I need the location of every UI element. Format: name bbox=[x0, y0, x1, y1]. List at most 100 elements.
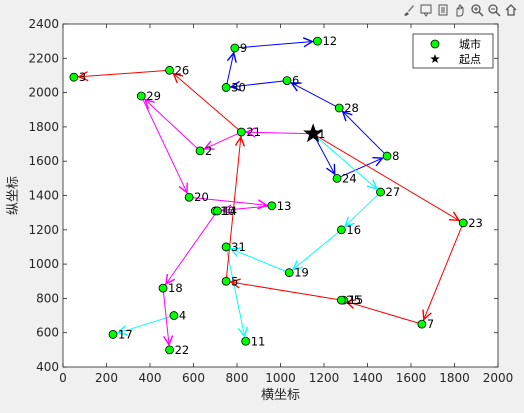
city-marker bbox=[213, 206, 222, 216]
legend-start-marker bbox=[430, 54, 440, 64]
y-tick-label: 1600 bbox=[28, 154, 59, 168]
x-tick-label: 0 bbox=[59, 371, 67, 385]
city-label: 28 bbox=[344, 101, 359, 115]
route-arrowhead bbox=[178, 182, 188, 195]
y-tick-label: 2000 bbox=[28, 86, 59, 100]
datatip-icon[interactable] bbox=[418, 2, 433, 17]
route-line bbox=[312, 133, 381, 193]
route-arrowhead bbox=[343, 216, 355, 228]
zoom-in-icon[interactable] bbox=[469, 2, 484, 17]
zoom-out-icon[interactable] bbox=[486, 2, 501, 17]
y-tick-label: 2400 bbox=[28, 17, 59, 31]
city-marker bbox=[158, 283, 168, 293]
city-marker bbox=[332, 173, 342, 183]
city-label: 17 bbox=[118, 327, 133, 341]
route-line bbox=[217, 205, 272, 212]
city-marker bbox=[69, 72, 79, 82]
city-marker bbox=[165, 345, 174, 355]
route-arrowhead bbox=[172, 72, 184, 84]
city-label: 9 bbox=[240, 41, 247, 55]
y-tick-label: 2200 bbox=[28, 51, 59, 65]
x-tick-label: 1200 bbox=[309, 371, 340, 385]
route-line bbox=[234, 40, 318, 49]
route-line bbox=[226, 280, 342, 301]
route-arrowhead bbox=[244, 127, 256, 138]
city-marker bbox=[184, 192, 194, 202]
x-tick-label: 800 bbox=[226, 371, 249, 385]
city-label: 22 bbox=[175, 343, 190, 357]
city-marker bbox=[282, 76, 292, 85]
route-segment bbox=[162, 210, 218, 289]
y-tick-label: 600 bbox=[36, 326, 59, 340]
y-tick-label: 1000 bbox=[28, 257, 59, 271]
pan-icon[interactable] bbox=[452, 2, 467, 17]
route-segment bbox=[73, 69, 170, 82]
city-marker bbox=[236, 127, 246, 137]
city-label: 13 bbox=[277, 199, 292, 213]
city-label: 31 bbox=[231, 240, 246, 254]
route-line bbox=[336, 155, 388, 179]
city-marker bbox=[221, 83, 231, 92]
export-icon[interactable] bbox=[435, 2, 450, 17]
route-segment bbox=[112, 315, 175, 336]
city-label: 5 bbox=[231, 274, 238, 288]
route-line bbox=[225, 47, 236, 88]
route-line bbox=[226, 80, 288, 88]
city-label: 15 bbox=[349, 293, 364, 307]
route-arrowhead bbox=[341, 110, 353, 122]
city-marker bbox=[284, 268, 294, 278]
brush-icon[interactable] bbox=[401, 2, 416, 17]
route-segment bbox=[288, 229, 342, 274]
route-line bbox=[341, 299, 423, 325]
x-axis-title: 横坐标 bbox=[261, 388, 300, 403]
city-label: 4 bbox=[179, 309, 186, 323]
plot-area bbox=[63, 24, 498, 367]
x-tick-label: 1000 bbox=[265, 371, 296, 385]
route-arrowhead bbox=[143, 98, 155, 110]
city-label: 23 bbox=[468, 216, 483, 230]
route-arrowhead bbox=[290, 82, 302, 92]
figure-toolbar bbox=[401, 2, 518, 17]
city-marker bbox=[382, 151, 392, 161]
route-arrowhead bbox=[234, 135, 246, 147]
route-arrowhead bbox=[229, 247, 241, 257]
route-line bbox=[73, 69, 170, 78]
route-segment bbox=[140, 95, 190, 198]
route-arrowhead bbox=[220, 204, 233, 215]
city-marker bbox=[230, 43, 240, 53]
legend: 城市 起点 bbox=[412, 33, 494, 69]
route-segment bbox=[225, 246, 248, 342]
route-line bbox=[341, 191, 381, 231]
route-line bbox=[312, 133, 464, 224]
route-segments bbox=[73, 37, 464, 350]
city-marker bbox=[334, 103, 344, 113]
route-segment bbox=[189, 196, 272, 210]
city-label: 8 bbox=[392, 149, 399, 163]
city-marker bbox=[241, 336, 251, 346]
route-segment bbox=[225, 246, 290, 274]
route-line bbox=[199, 131, 242, 152]
route-arrowhead bbox=[237, 326, 248, 338]
x-tick-label: 1800 bbox=[439, 371, 470, 385]
city-marker bbox=[417, 319, 427, 329]
route-arrowhead bbox=[257, 199, 269, 210]
city-label: 6 bbox=[292, 74, 299, 88]
city-marker bbox=[165, 65, 174, 75]
city-label: 10 bbox=[220, 204, 235, 218]
route-segment bbox=[341, 191, 381, 231]
route-line bbox=[241, 131, 314, 135]
route-arrowhead bbox=[302, 37, 315, 48]
city-label: 1 bbox=[318, 127, 325, 141]
x-tick-label: 2000 bbox=[483, 371, 514, 385]
home-icon[interactable] bbox=[503, 2, 518, 17]
route-line bbox=[162, 210, 218, 289]
x-axis: 0 200 400 600 800 1000 1200 1400 1600 1800 2000 bbox=[59, 24, 513, 385]
legend-city-marker bbox=[430, 39, 440, 49]
y-tick-label: 800 bbox=[36, 291, 59, 305]
route-segment bbox=[217, 204, 272, 215]
route-segment bbox=[199, 131, 242, 152]
route-segment bbox=[312, 133, 381, 193]
route-line bbox=[338, 107, 388, 157]
route-segment bbox=[234, 37, 318, 49]
city-label: 14 bbox=[222, 204, 237, 218]
